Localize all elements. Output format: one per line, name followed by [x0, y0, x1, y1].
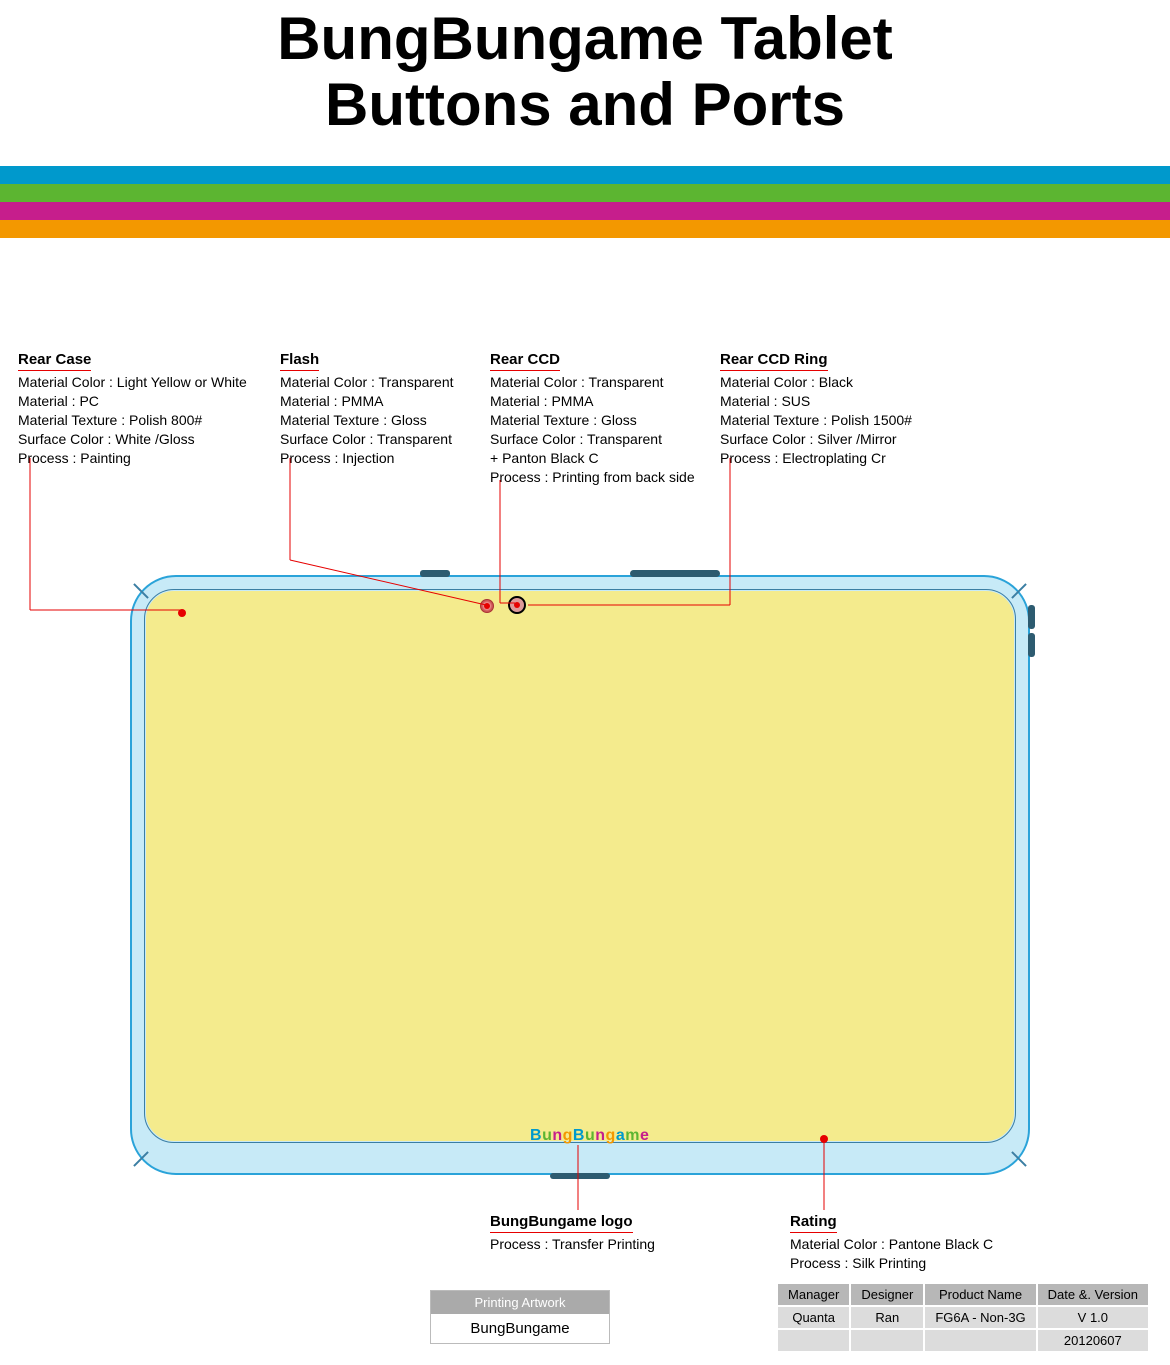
callout-line: Material Texture : Gloss	[490, 411, 695, 430]
bungbungame-logo: BungBungame	[530, 1127, 649, 1145]
info-table-cell	[850, 1329, 924, 1352]
callout-line: Surface Color : White /Gloss	[18, 430, 247, 449]
info-table-cell	[777, 1329, 850, 1352]
callout-title: Rear Case	[18, 350, 91, 371]
title-line-2: Buttons and Ports	[325, 71, 845, 138]
callout-rating: Rating Material Color : Pantone Black CP…	[790, 1212, 993, 1273]
info-table: ManagerDesignerProduct NameDate &. Versi…	[776, 1282, 1150, 1353]
callout-title: BungBungame logo	[490, 1212, 633, 1233]
callout-line: Surface Color : Transparent	[490, 430, 695, 449]
callout-line: Material : PMMA	[490, 392, 695, 411]
rating-marker	[820, 1135, 828, 1143]
callout-body: Process : Transfer Printing	[490, 1235, 655, 1254]
callout-line: Surface Color : Silver /Mirror	[720, 430, 912, 449]
diagram-area: Rear Case Material Color : Light Yellow …	[0, 350, 1170, 1350]
rear-case-marker	[178, 609, 186, 617]
printing-artwork-box: Printing Artwork BungBungame	[430, 1290, 610, 1344]
callout-body: Material Color : Light Yellow or WhiteMa…	[18, 373, 247, 467]
printing-artwork-header: Printing Artwork	[431, 1291, 609, 1314]
callout-line: Process : Injection	[280, 449, 454, 468]
info-table-header: Date &. Version	[1037, 1283, 1149, 1306]
top-button	[630, 570, 720, 577]
info-table-cell: FG6A - Non-3G	[924, 1306, 1036, 1329]
callout-title: Rear CCD Ring	[720, 350, 828, 371]
stripe-2	[0, 184, 1170, 202]
callout-title: Rating	[790, 1212, 837, 1233]
callout-body: Material Color : BlackMaterial : SUSMate…	[720, 373, 912, 467]
side-button	[1028, 605, 1035, 629]
callout-flash: Flash Material Color : TransparentMateri…	[280, 350, 454, 468]
callout-title: Rear CCD	[490, 350, 560, 371]
callout-line: Material Color : Light Yellow or White	[18, 373, 247, 392]
table-row: QuantaRanFG6A - Non-3GV 1.0	[777, 1306, 1149, 1329]
callout-line: Process : Silk Printing	[790, 1254, 993, 1273]
callout-line: Process : Printing from back side	[490, 468, 695, 487]
stripe-4	[0, 220, 1170, 238]
info-table-header: Product Name	[924, 1283, 1036, 1306]
info-table-cell: V 1.0	[1037, 1306, 1149, 1329]
callout-line: Material Texture : Polish 800#	[18, 411, 247, 430]
callout-line: Material Color : Pantone Black C	[790, 1235, 993, 1254]
printing-artwork-body: BungBungame	[431, 1314, 609, 1343]
info-table-header: Manager	[777, 1283, 850, 1306]
rear-ccd-camera	[508, 596, 526, 614]
tablet-inner-rim	[144, 589, 1016, 1143]
callout-line: Material Texture : Gloss	[280, 411, 454, 430]
callout-line: Process : Painting	[18, 449, 247, 468]
tablet-outline: BungBungame	[130, 575, 1030, 1175]
callout-title: Flash	[280, 350, 319, 371]
info-table-cell	[924, 1329, 1036, 1352]
info-table-cell: Ran	[850, 1306, 924, 1329]
callout-line: Material : PC	[18, 392, 247, 411]
callout-line: Process : Electroplating Cr	[720, 449, 912, 468]
callout-body: Material Color : TransparentMaterial : P…	[490, 373, 695, 486]
callout-line: Surface Color : Transparent	[280, 430, 454, 449]
info-table-cell: Quanta	[777, 1306, 850, 1329]
callout-rear-ccd: Rear CCD Material Color : TransparentMat…	[490, 350, 695, 487]
bottom-slot	[550, 1173, 610, 1179]
callout-logo: BungBungame logo Process : Transfer Prin…	[490, 1212, 655, 1254]
callout-line: Material Color : Black	[720, 373, 912, 392]
top-button	[420, 570, 450, 577]
title-line-1: BungBungame Tablet	[277, 5, 893, 72]
callout-line: Material Texture : Polish 1500#	[720, 411, 912, 430]
callout-line: Material Color : Transparent	[280, 373, 454, 392]
side-button	[1028, 633, 1035, 657]
stripe-3	[0, 202, 1170, 220]
info-table-header: Designer	[850, 1283, 924, 1306]
callout-line: Process : Transfer Printing	[490, 1235, 655, 1254]
callout-body: Material Color : Pantone Black CProcess …	[790, 1235, 993, 1273]
callout-line: Material Color : Transparent	[490, 373, 695, 392]
color-stripes	[0, 166, 1170, 238]
callout-line: + Panton Black C	[490, 449, 695, 468]
callout-line: Material : SUS	[720, 392, 912, 411]
callout-rear-ccd-ring: Rear CCD Ring Material Color : BlackMate…	[720, 350, 912, 468]
info-table-cell: 20120607	[1037, 1329, 1149, 1352]
callout-body: Material Color : TransparentMaterial : P…	[280, 373, 454, 467]
flash-lens	[480, 599, 494, 613]
callout-rear-case: Rear Case Material Color : Light Yellow …	[18, 350, 247, 468]
page-title: BungBungame Tablet Buttons and Ports	[0, 0, 1170, 138]
callout-line: Material : PMMA	[280, 392, 454, 411]
table-row: 20120607	[777, 1329, 1149, 1352]
stripe-1	[0, 166, 1170, 184]
